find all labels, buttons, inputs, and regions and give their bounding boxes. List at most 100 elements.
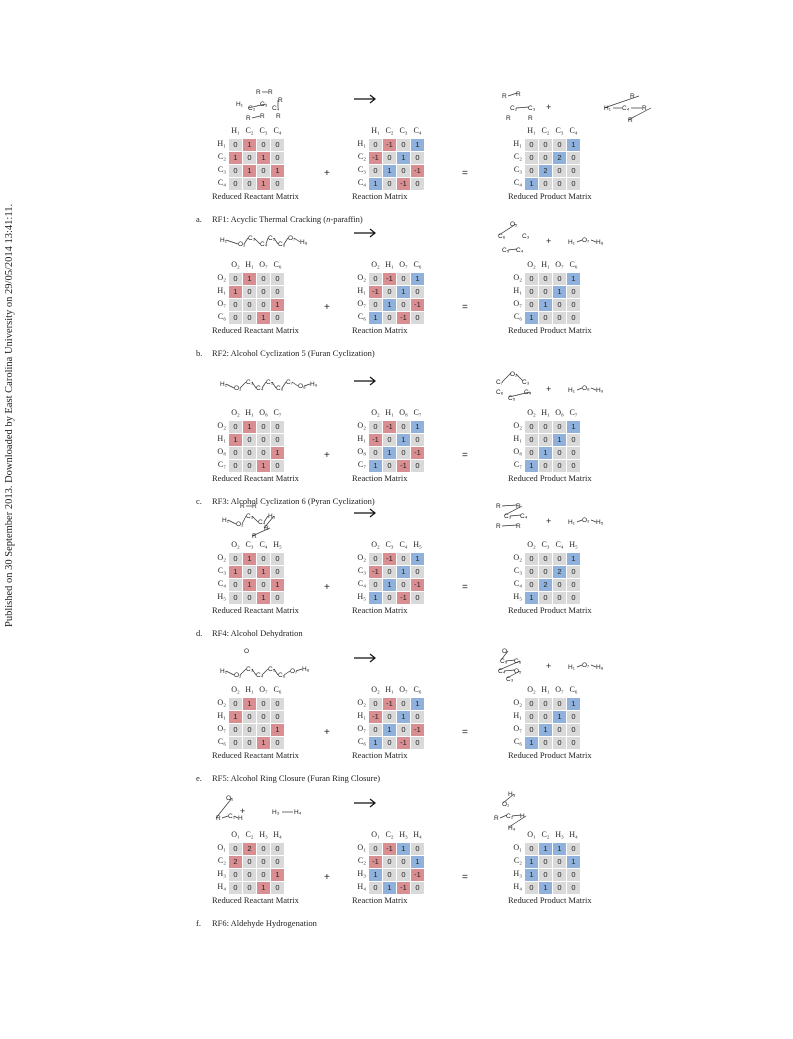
bond-line [576, 387, 583, 391]
atom-label: H₈ [596, 664, 604, 671]
matrix-cell: 0 [410, 177, 425, 191]
matrix-cell: 0 [552, 723, 567, 737]
molecule-structure: O₁ R C₂ H [215, 795, 243, 822]
matrix-cell: 0 [552, 177, 567, 191]
matrix-cell: 1 [396, 710, 411, 724]
reaction-panel: O₁ R C₂ H + H₃ H₄ H₃ O₁ R C₂ H H₄ O₁ C₂ H₃ H₄ O₁ 0 2 0 0 C₂ 2 0… [0, 791, 793, 942]
row-header: O₂ [357, 273, 366, 282]
matrix-cell: 0 [552, 578, 567, 592]
column-header: O₇ [399, 685, 408, 694]
molecule-plus: + [240, 806, 246, 816]
matrix-caption: Reduced Reactant Matrix [212, 325, 299, 335]
matrix-cell: 2 [228, 855, 243, 869]
row-header: H₄ [217, 882, 226, 891]
atom-label: H [238, 815, 243, 822]
matrix-row: H₅ 1 0 -1 0 [352, 591, 462, 605]
matrix-row: C₂ -1 0 1 0 [352, 151, 462, 165]
atom-label: R [256, 89, 261, 96]
row-header: H₁ [357, 139, 366, 148]
matrix-cell: 0 [270, 591, 285, 605]
matrix-caption: Reduced Reactant Matrix [212, 191, 299, 201]
atom-label: R [264, 525, 269, 532]
row-header: O₂ [217, 421, 226, 430]
atom-label: R [252, 533, 257, 540]
matrix-caption: Reduced Product Matrix [508, 895, 592, 905]
matrix-cell: 1 [382, 446, 397, 460]
matrix-cell: 0 [270, 565, 285, 579]
atom-label: R [496, 523, 501, 530]
bond-line [247, 103, 267, 109]
matrix-cell: 0 [524, 723, 539, 737]
row-header: O₇ [217, 724, 226, 733]
matrix-cell: 1 [270, 723, 285, 737]
row-header: C₆ [357, 737, 366, 746]
atom-label: R [240, 503, 245, 510]
bond-line [273, 237, 279, 245]
matrix-cell: 0 [270, 459, 285, 473]
atom-label: C₄ [256, 385, 264, 392]
reaction-arrow-icon [353, 651, 377, 665]
column-header: O₂ [371, 408, 380, 417]
matrix-cell: 1 [410, 138, 425, 152]
column-header: O₁ [231, 830, 240, 839]
matrix-cell: 0 [566, 868, 581, 882]
matrix-cell: 0 [382, 736, 397, 750]
column-header: C₂ [245, 830, 254, 839]
atom-label: C₃ [522, 233, 530, 240]
matrix-cell: 0 [270, 285, 285, 299]
matrix-cell: 0 [538, 433, 553, 447]
matrix-cell: 0 [538, 855, 553, 869]
atom-label: H₁ [568, 519, 576, 526]
matrix-cell: 1 [242, 138, 257, 152]
matrix-row: O₂ 0 -1 0 1 [352, 697, 462, 711]
atom-label: R [516, 523, 521, 530]
atom-label: O₂ [514, 668, 522, 675]
reaction-matrix: O₂ C₃ C₄ H₅ O₂ 0 -1 0 1 C₃ -1 0 1 0 C₄ 0 1 0 -1 H₅ 1 0 -1 0 Reac… [352, 540, 462, 615]
reaction-arrow-icon [353, 506, 377, 520]
matrix-cell: 0 [524, 565, 539, 579]
molecule-structure: H₁ O₇ H₈ [568, 662, 604, 671]
column-header: C₆ [413, 685, 422, 694]
product-matrix: H₁ C₂ C₃ C₄ H₁ 0 0 0 1 C₂ 0 0 2 0 C₃ 0 2 0 0 C₄ 1 0 0 0 Reduced … [508, 126, 618, 201]
matrix-cell: 0 [566, 177, 581, 191]
column-header: O₂ [231, 685, 240, 694]
matrix-row: O₂ 0 0 0 1 [508, 272, 618, 286]
column-header: O₂ [527, 540, 536, 549]
atom-label: R [252, 503, 257, 510]
atom-label: C₂ [506, 813, 514, 820]
matrix-cell: 0 [382, 433, 397, 447]
matrix-row: O₂ 0 0 0 1 [508, 697, 618, 711]
bond-line [273, 668, 279, 676]
matrix-cell: 1 [552, 433, 567, 447]
matrix-cell: 0 [368, 842, 383, 856]
matrix-caption: Reaction Matrix [352, 473, 408, 483]
atom-label: R [216, 815, 221, 822]
column-header: C₂ [541, 830, 550, 839]
atom-label: H₄ [294, 809, 302, 816]
column-header: C₄ [413, 126, 422, 135]
bond-line [281, 381, 287, 389]
equals-operator: = [462, 872, 468, 883]
matrix-cell: 1 [396, 842, 411, 856]
matrix-row: H₁ 0 0 1 0 [508, 433, 618, 447]
matrix-row: C₄ 0 1 0 1 [212, 578, 322, 592]
matrix-column-headers: H₁ C₂ C₃ C₄ [212, 126, 322, 138]
matrix-cell: 0 [552, 552, 567, 566]
row-header: C₂ [357, 152, 366, 161]
atom-label: C₆ [514, 658, 522, 665]
atom-label: H₉ [596, 387, 604, 394]
atom-label: C₄ [622, 105, 630, 112]
matrix-cell: 1 [228, 710, 243, 724]
matrix-cell: -1 [382, 552, 397, 566]
bond-line [225, 670, 235, 676]
matrix-cell: 1 [410, 420, 425, 434]
matrix-cell: -1 [382, 842, 397, 856]
atom-label: O [502, 648, 507, 655]
matrix-cell: 1 [270, 298, 285, 312]
matrix-cell: -1 [396, 881, 411, 895]
matrix-cell: -1 [382, 697, 397, 711]
column-header: H₁ [231, 126, 240, 135]
column-header: C₃ [245, 540, 254, 549]
matrix-row: C₂ -1 0 0 1 [352, 855, 462, 869]
